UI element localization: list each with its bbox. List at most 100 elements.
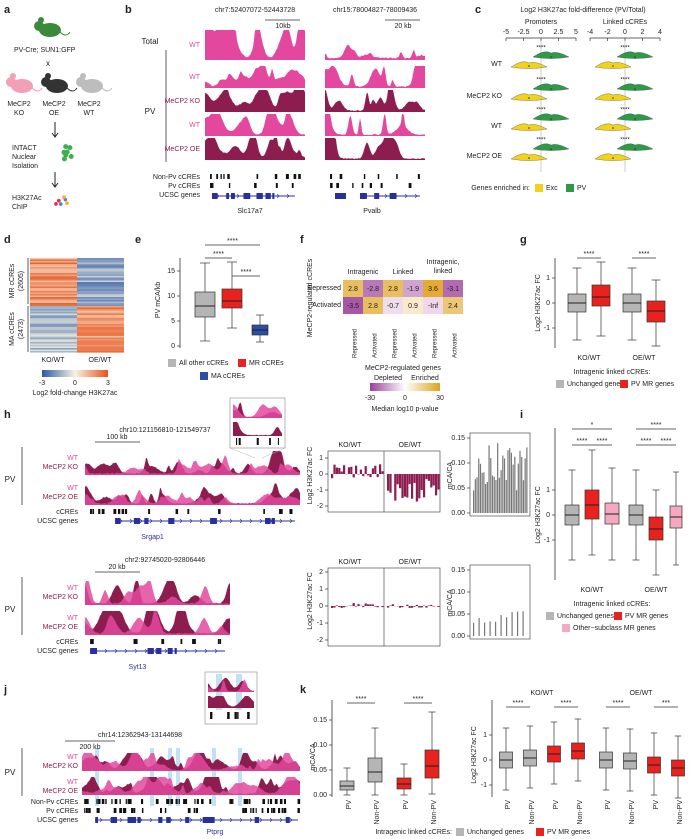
median-dot [550, 88, 552, 90]
mca-bar [511, 612, 513, 636]
exon [212, 193, 218, 199]
violin [616, 113, 654, 121]
ccre [263, 509, 265, 514]
mca-bar [507, 450, 509, 513]
mouse-tail [59, 31, 71, 36]
heatmap-row [77, 297, 124, 299]
heatmap-cell [443, 280, 463, 297]
ccre [201, 799, 204, 804]
mca-bar [473, 622, 475, 636]
heatmap-row [30, 342, 77, 344]
tick-label: 0.15 [451, 567, 465, 574]
highlight-band [238, 748, 242, 806]
tick-label: -2 [317, 637, 323, 644]
label: Intragenic linked cCREs: [574, 601, 651, 608]
fc-bar [352, 603, 355, 606]
median-dot [528, 65, 530, 67]
ccre [125, 509, 128, 514]
fc-bar [355, 465, 358, 474]
label: Other−subclass MR genes [573, 625, 656, 632]
label: Repressed [307, 285, 341, 292]
strand-arrow [149, 518, 153, 524]
fc-bar [432, 474, 435, 486]
ccre [274, 799, 278, 804]
mouse-head [6, 77, 16, 87]
label: MA cCREs [9, 312, 16, 346]
heatmap-row [30, 345, 77, 347]
strand-arrow [144, 648, 148, 654]
exon [185, 817, 190, 823]
heatmap-cell [423, 280, 443, 297]
chip-bead [54, 202, 58, 206]
fc-bar [343, 606, 346, 608]
legend-swatch [536, 828, 544, 836]
significance: **** [536, 138, 546, 144]
mca-bar [478, 458, 480, 513]
fc-bar [437, 474, 440, 490]
label: MeCP2 KO [467, 93, 503, 100]
label: Log2 fold-change H3K27ac [33, 390, 118, 397]
heatmap-row [77, 262, 124, 265]
mca-bar [490, 458, 492, 513]
strand-arrow [159, 817, 163, 823]
label: Syt13 [129, 664, 147, 671]
legend-swatch [546, 612, 554, 620]
fc-bar [399, 474, 402, 489]
fc-bar [389, 605, 392, 606]
exon [202, 817, 210, 823]
heatmap-row [77, 259, 124, 262]
strand-arrow [394, 193, 398, 199]
inset-guide [229, 447, 256, 459]
ccre [277, 438, 279, 445]
fc-bar [430, 604, 433, 606]
nucleus [63, 144, 69, 150]
tick-label: 0 [546, 512, 550, 519]
label: Log2 H3K27ac FC [307, 447, 314, 505]
heatmap-row [30, 292, 77, 295]
tick-label: 0.00 [451, 510, 465, 517]
ccre [85, 808, 88, 813]
exon [342, 193, 346, 199]
tick-label: -1 [481, 782, 487, 789]
significance: **** [651, 422, 662, 429]
tick-label: 0.10 [451, 460, 465, 467]
fc-bar [423, 474, 426, 498]
strand-arrow [189, 817, 193, 823]
label: WT [189, 74, 201, 81]
label: Enriched [411, 375, 439, 382]
label: PV [5, 768, 16, 777]
box [367, 757, 383, 783]
strand-arrow [109, 817, 113, 823]
mca-bar [478, 617, 480, 636]
mouse-head [41, 77, 51, 87]
heatmap-row [77, 327, 124, 329]
strand-arrow [249, 518, 253, 524]
signal-track [205, 90, 305, 112]
tick-label: 0 [623, 29, 627, 36]
ccre [275, 183, 278, 188]
fc-bar [371, 468, 374, 474]
exon [127, 817, 131, 823]
strand-arrow [149, 817, 153, 823]
cell-value: -1.9 [407, 286, 419, 293]
label: Repressed [353, 329, 359, 358]
fc-bar [406, 604, 409, 606]
ccre [236, 438, 238, 445]
label: H3K27Ac [12, 195, 42, 202]
label: MeCP2 KO [43, 594, 79, 601]
label: Exc [546, 185, 558, 192]
heatmap-row [77, 339, 124, 341]
median-dot [550, 56, 552, 58]
mca-bar [515, 490, 518, 513]
fc-bar [364, 466, 367, 474]
label: Isolation [12, 163, 38, 170]
ccre [363, 174, 366, 179]
cell-value: 2.8 [348, 286, 358, 293]
exon [95, 817, 99, 823]
label: Depleted [374, 375, 402, 382]
ccre [297, 808, 300, 813]
fc-bar [347, 467, 350, 474]
label: MR cCREs [249, 360, 284, 367]
label: MeCP2 [77, 101, 100, 108]
ccre [113, 509, 117, 514]
